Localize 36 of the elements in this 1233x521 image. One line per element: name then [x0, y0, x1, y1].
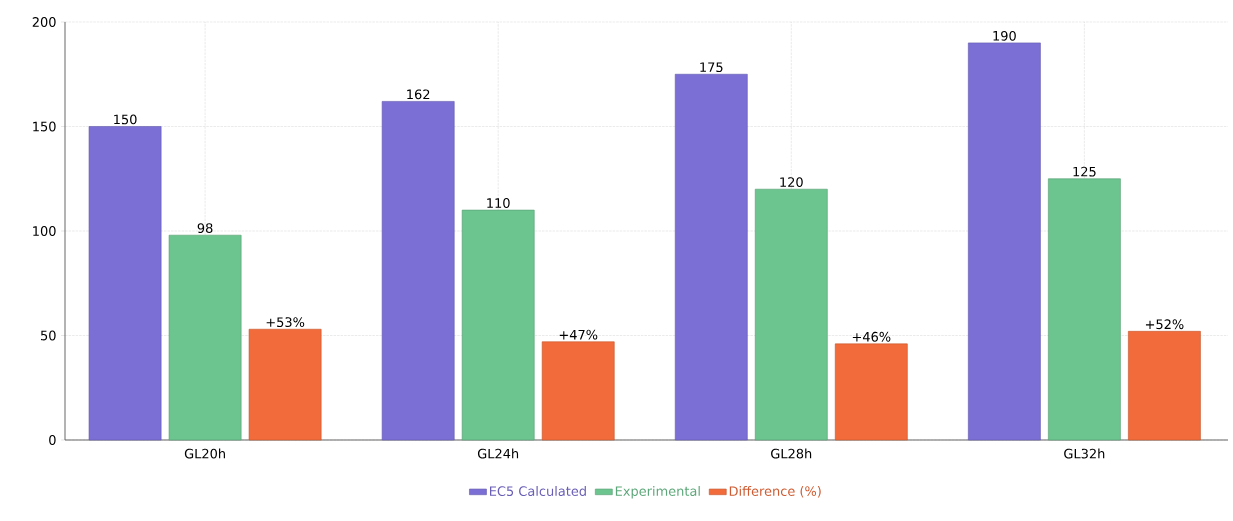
y-tick-label: 100 [33, 226, 56, 236]
bar [381, 101, 455, 441]
data-label: 125 [1073, 166, 1096, 177]
x-tick-label: GL28h [771, 448, 812, 459]
x-tick-label: GL24h [477, 448, 519, 459]
y-tick-label: 200 [32, 17, 56, 27]
bar [834, 343, 908, 441]
x-tick-label: GL20h [184, 448, 225, 459]
data-label: +53% [266, 317, 305, 328]
data-label: +46% [852, 331, 891, 342]
bar [968, 42, 1041, 441]
legend-label: Experimental [615, 485, 700, 499]
bar [754, 188, 828, 441]
data-label: 175 [700, 62, 723, 73]
data-label: 190 [993, 30, 1016, 41]
bar [1128, 331, 1201, 441]
bar [88, 126, 162, 441]
bar [541, 341, 615, 441]
data-label: 98 [197, 223, 213, 233]
bar [168, 234, 242, 441]
legend-label: EC5 Calculated [490, 485, 586, 497]
data-label: 162 [407, 89, 430, 100]
y-tick-label: 50 [41, 330, 56, 341]
data-label: +47% [559, 329, 598, 340]
data-label: 150 [114, 114, 137, 125]
data-label: 110 [487, 198, 510, 208]
y-tick-label: 0 [49, 435, 56, 445]
legend-label: Difference (%) [729, 485, 821, 498]
bar [674, 73, 748, 441]
x-tick-label: GL32h [1064, 448, 1105, 459]
bar [1048, 178, 1121, 441]
bar [248, 328, 322, 441]
y-tick-label: 150 [33, 121, 56, 132]
data-label: 120 [780, 177, 803, 188]
data-label: +52% [1145, 319, 1184, 330]
bar [461, 209, 535, 441]
